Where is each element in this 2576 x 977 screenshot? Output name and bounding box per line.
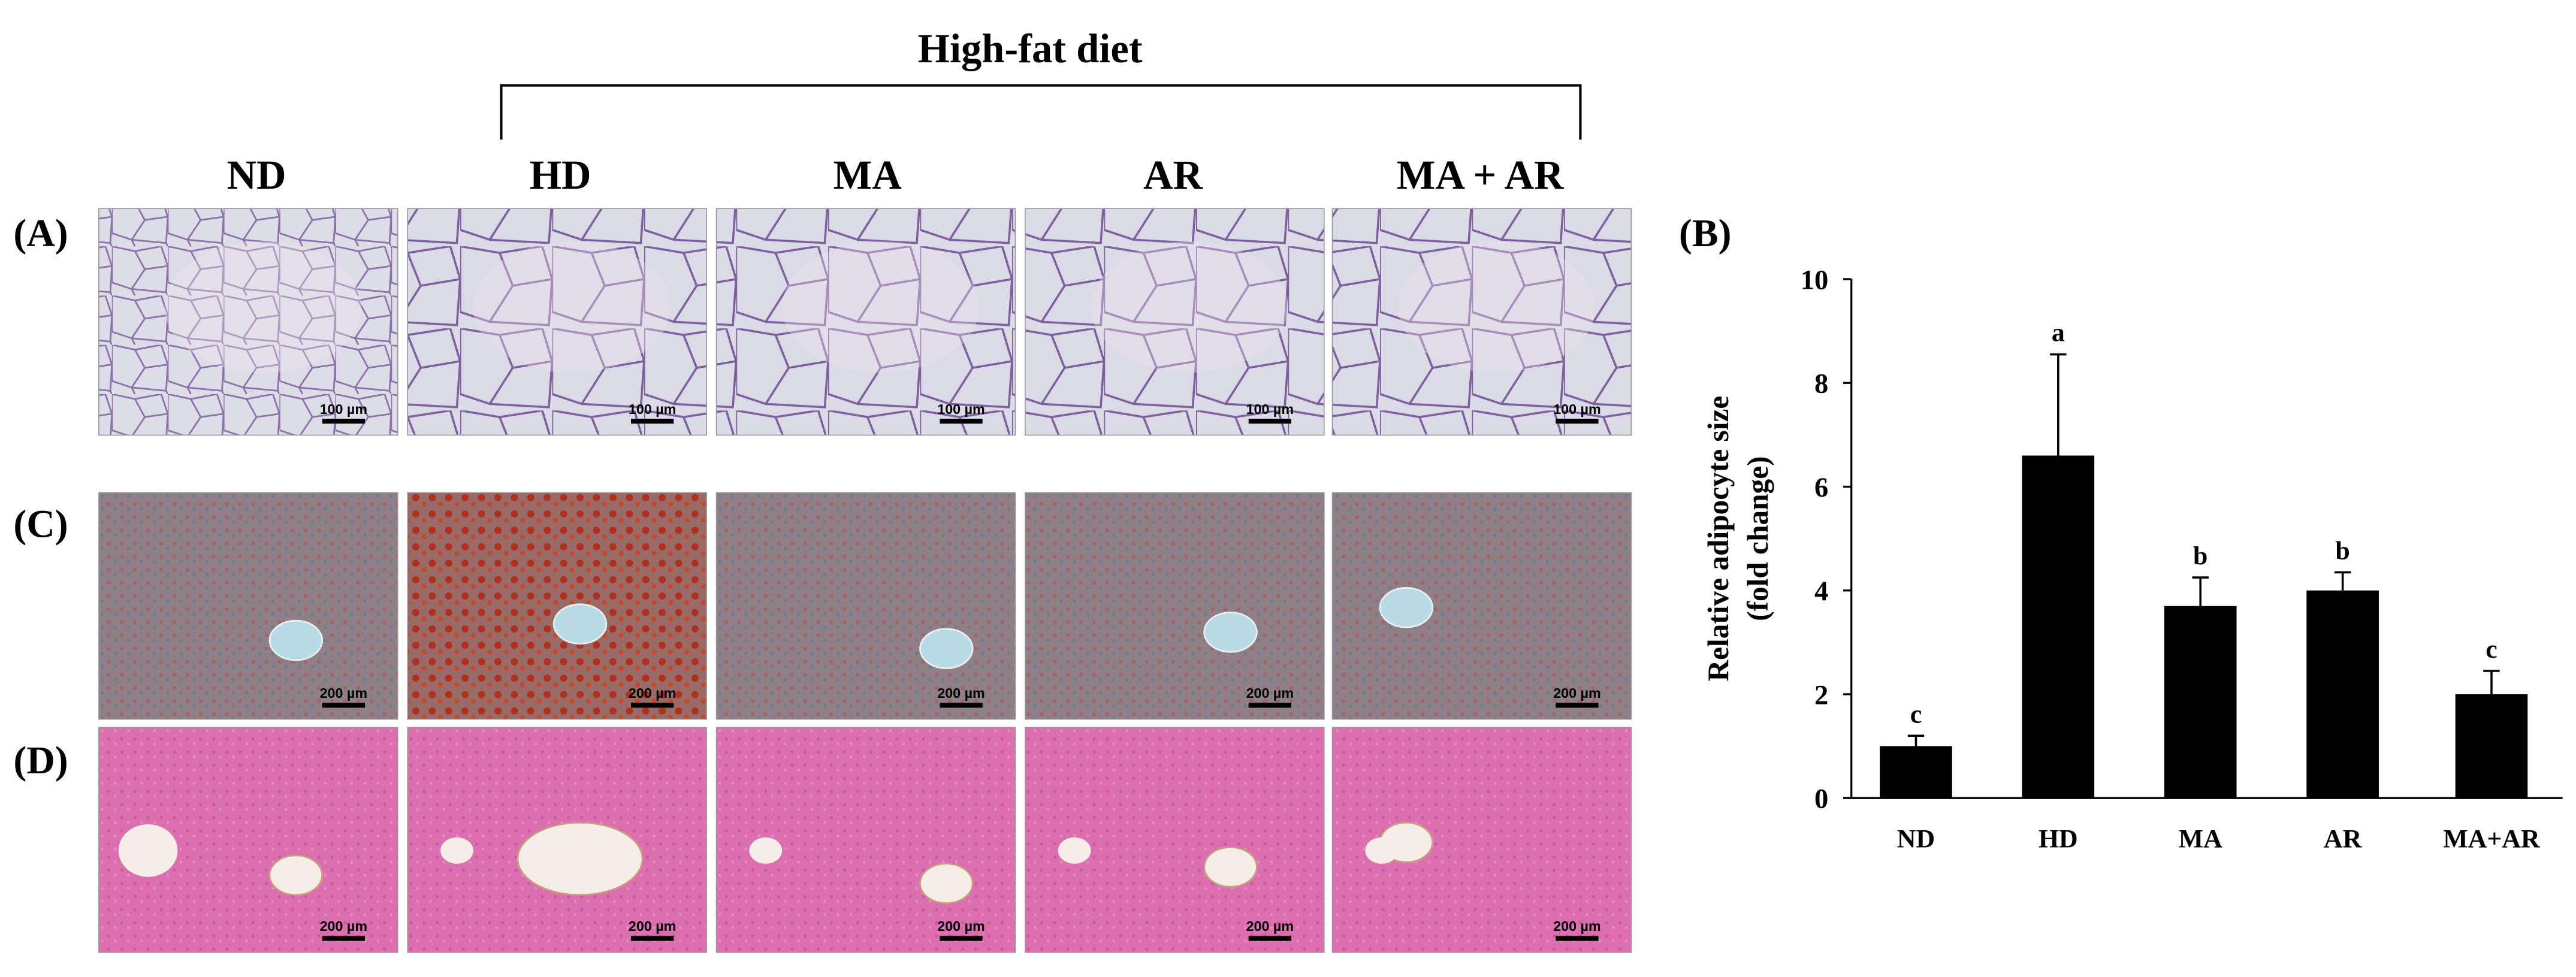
scale-bar-label: 200 µm <box>629 685 676 701</box>
column-label: MA <box>833 152 902 198</box>
scale-bar <box>940 419 983 424</box>
micrograph <box>98 208 398 436</box>
vessel <box>1203 846 1258 888</box>
micrograph <box>98 492 398 720</box>
tissue-glow <box>164 241 362 373</box>
scale-bar <box>322 703 365 708</box>
vessel <box>268 619 324 661</box>
y-tick-label: 6 <box>1814 472 1828 503</box>
significance-letter: c <box>2486 635 2497 664</box>
x-tick-label: HD <box>2039 824 2078 853</box>
scale-bar <box>631 936 674 941</box>
bar <box>2455 694 2528 798</box>
micrograph <box>715 208 1016 436</box>
bar <box>1880 746 1952 798</box>
scale-bar-label: 200 µm <box>1246 685 1294 701</box>
vessel <box>118 824 178 877</box>
scale-bar <box>322 936 365 941</box>
significance-letter: c <box>1910 700 1922 728</box>
y-axis-label: Relative adipocyte size <box>1702 396 1735 682</box>
bar <box>2022 455 2095 798</box>
scale-bar-label: 100 µm <box>937 401 985 417</box>
y-tick-label: 4 <box>1814 576 1828 607</box>
x-tick-label: ND <box>1897 824 1935 853</box>
tissue-glow <box>782 241 980 373</box>
column-label: MA + AR <box>1397 152 1565 198</box>
vessel <box>1379 586 1434 628</box>
column-label: ND <box>227 152 286 198</box>
scale-bar-label: 200 µm <box>320 918 367 934</box>
vessel <box>440 837 473 864</box>
micrograph <box>1331 208 1632 436</box>
y-tick-label: 10 <box>1801 264 1829 295</box>
vessel <box>517 821 644 896</box>
scale-bar-label: 200 µm <box>1553 918 1600 934</box>
scale-bar-label: 100 µm <box>320 401 367 417</box>
vessel <box>919 863 974 905</box>
vessel <box>1203 612 1258 653</box>
scale-bar-label: 200 µm <box>1246 918 1294 934</box>
scale-bar <box>940 936 983 941</box>
scale-bar-label: 200 µm <box>937 918 985 934</box>
scale-bar-label: 200 µm <box>1553 685 1600 701</box>
row-label: (D) <box>13 739 68 782</box>
bar <box>2164 606 2237 798</box>
y-tick-label: 2 <box>1814 679 1828 710</box>
micrograph <box>1025 492 1325 720</box>
scale-bar-label: 100 µm <box>1553 401 1600 417</box>
scale-bar-label: 100 µm <box>1246 401 1294 417</box>
scale-bar <box>322 419 365 424</box>
bar <box>2306 590 2379 798</box>
vessel <box>552 603 608 645</box>
y-axis-label: (fold change) <box>1741 456 1774 621</box>
x-tick-label: MA <box>2179 824 2222 853</box>
scale-bar <box>940 703 983 708</box>
scale-bar-label: 200 µm <box>629 918 676 934</box>
x-tick-label: MA+AR <box>2443 824 2541 853</box>
vessel <box>919 628 974 670</box>
scale-bar <box>1556 419 1599 424</box>
significance-letter: b <box>2335 536 2349 565</box>
scale-bar <box>631 703 674 708</box>
scale-bar <box>1248 419 1291 424</box>
column-label: AR <box>1143 152 1203 198</box>
y-tick-label: 8 <box>1814 368 1828 400</box>
vessel <box>1058 837 1091 864</box>
vessel <box>268 854 324 896</box>
group-label: High-fat diet <box>918 26 1143 71</box>
group-bracket <box>500 84 1582 140</box>
significance-letter: a <box>2052 319 2065 347</box>
tissue-glow <box>1091 241 1288 373</box>
panel-label: (B) <box>1679 211 1732 255</box>
scale-bar <box>631 419 674 424</box>
vessel <box>749 837 783 864</box>
significance-letter: b <box>2193 542 2207 570</box>
y-tick-label: 0 <box>1814 784 1828 815</box>
micrograph <box>407 208 707 436</box>
scale-bar-label: 200 µm <box>320 685 367 701</box>
vessel <box>1365 837 1399 864</box>
scale-bar-label: 200 µm <box>937 685 985 701</box>
x-tick-label: AR <box>2324 824 2363 853</box>
tissue-glow <box>473 241 671 373</box>
scale-bar-label: 100 µm <box>629 401 676 417</box>
scale-bar <box>1248 936 1291 941</box>
micrograph <box>407 492 707 720</box>
column-label: HD <box>530 152 591 198</box>
micrograph <box>1025 208 1325 436</box>
row-label: (C) <box>13 502 68 546</box>
scale-bar <box>1556 936 1599 941</box>
micrograph <box>715 492 1016 720</box>
scale-bar <box>1248 703 1291 708</box>
row-label: (A) <box>13 211 68 255</box>
scale-bar <box>1556 703 1599 708</box>
tissue-glow <box>1398 241 1596 373</box>
